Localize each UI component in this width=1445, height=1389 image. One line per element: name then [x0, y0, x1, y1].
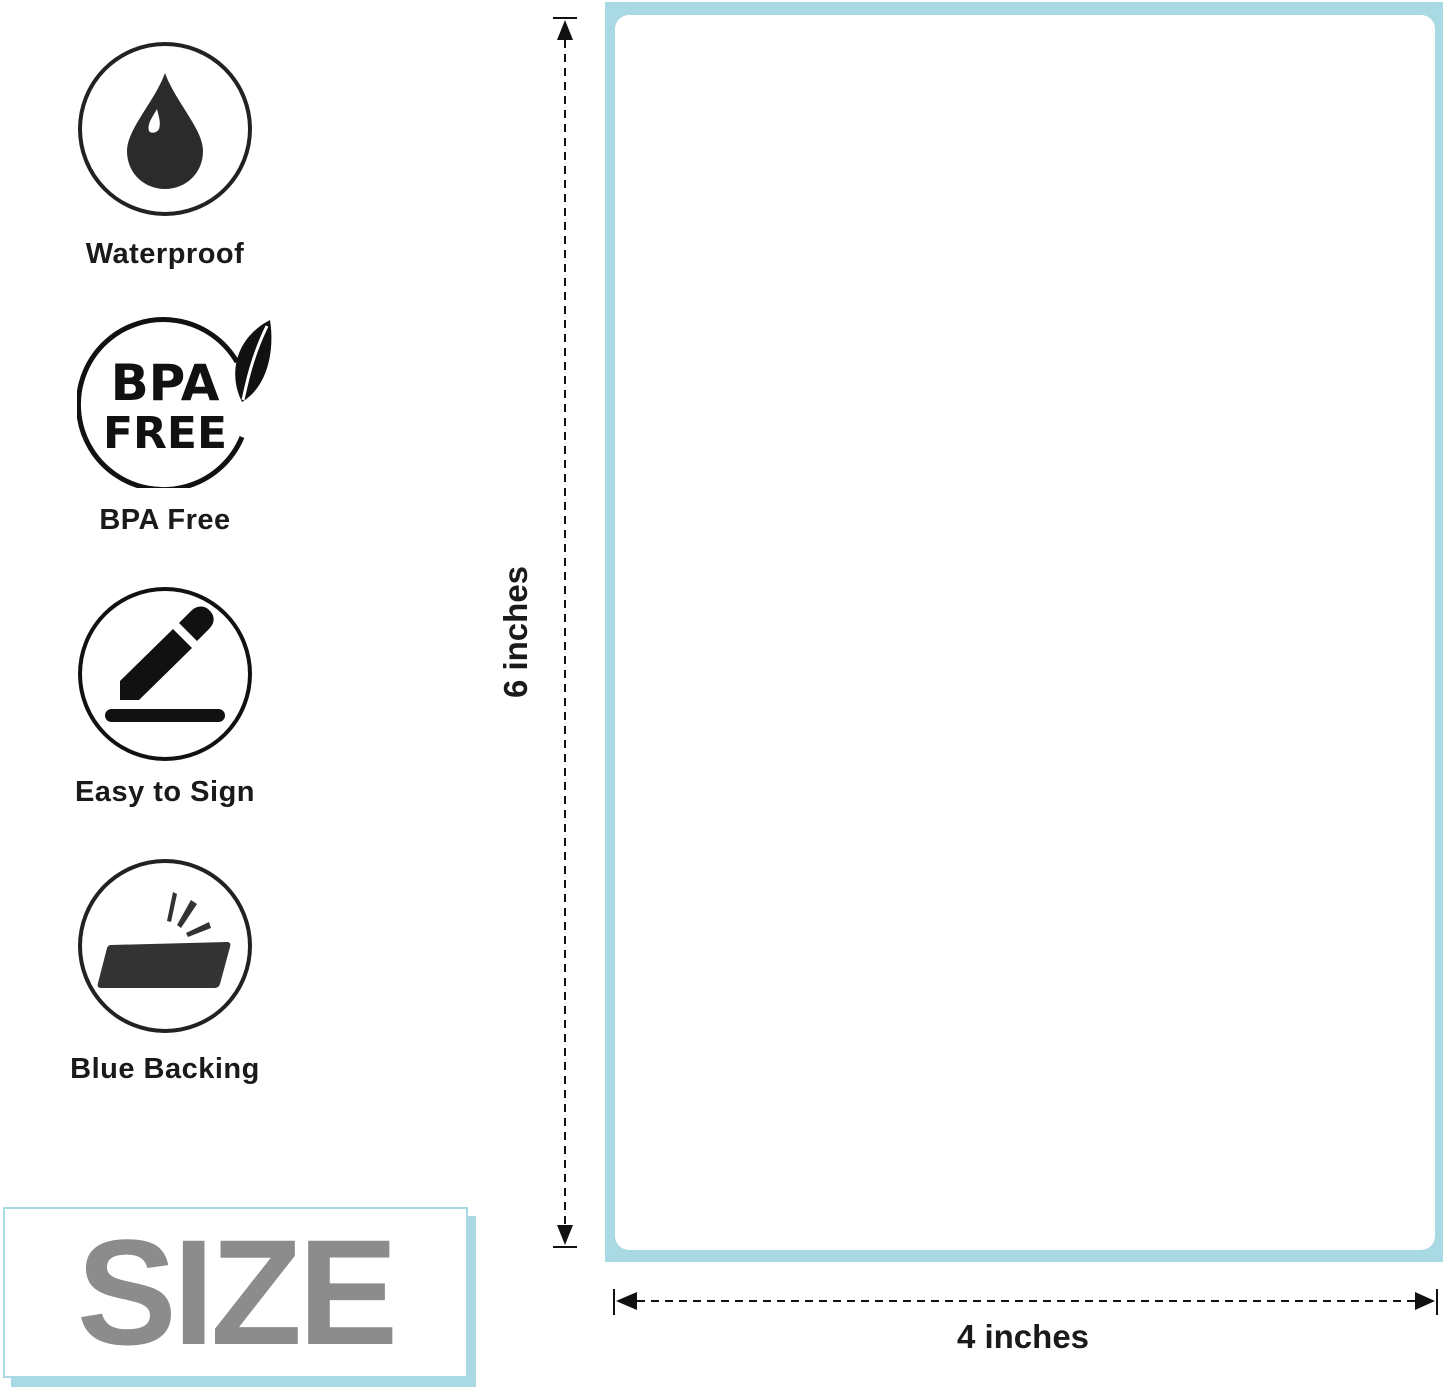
- height-dimension-arrow: [553, 17, 577, 1248]
- feature-label-blue-backing: Blue Backing: [70, 1053, 260, 1085]
- size-banner: [3, 1207, 468, 1378]
- feature-label-bpa-free: BPA Free: [99, 504, 231, 536]
- water-drop-icon: [78, 42, 252, 216]
- feature-label-easy-to-sign: Easy to Sign: [74, 776, 256, 808]
- free-text: FREE: [103, 408, 227, 459]
- width-dimension-arrow: [613, 1289, 1438, 1315]
- bpa-text: BPA: [111, 354, 220, 412]
- bpa-free-leaf-icon: BPA FREE: [77, 317, 272, 488]
- feature-label-waterproof: Waterproof: [85, 238, 245, 270]
- pencil-sign-icon: [78, 587, 252, 761]
- shipping-label: [615, 15, 1435, 1250]
- width-label: 4 inches: [956, 1318, 1090, 1355]
- height-label: 6 inches: [497, 565, 534, 699]
- peeling-label-icon: [78, 859, 252, 1033]
- size-banner-text: SIZE: [76, 1208, 398, 1376]
